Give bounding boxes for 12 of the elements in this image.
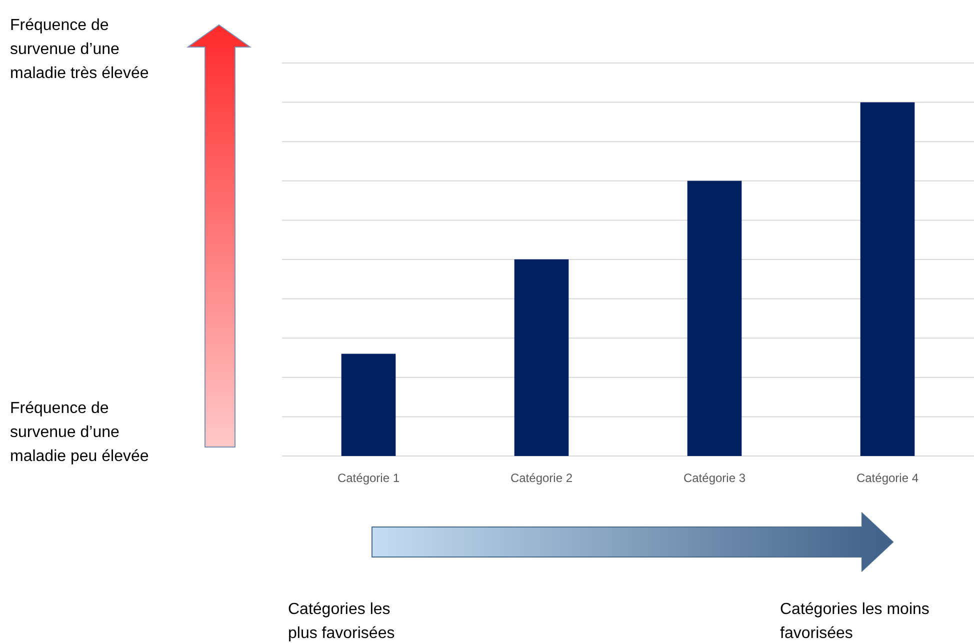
text: Catégories les moins favorisées: [780, 601, 930, 642]
text: Fréquence de survenue d’une maladie peu élevée: [10, 400, 149, 465]
x-tick-label: Catégorie 1: [337, 471, 400, 485]
x-tick-label: Catégorie 2: [510, 471, 573, 485]
x-tick-label: Catégorie 4: [856, 471, 919, 485]
x-tick-label: Catégorie 3: [683, 471, 746, 485]
text: Catégories les plus favorisées: [288, 601, 395, 642]
text: Fréquence de survenue d’une maladie très élevée: [10, 17, 149, 82]
bar: [514, 259, 569, 456]
bar: [341, 354, 396, 456]
bar: [860, 102, 915, 456]
bar: [687, 180, 742, 456]
